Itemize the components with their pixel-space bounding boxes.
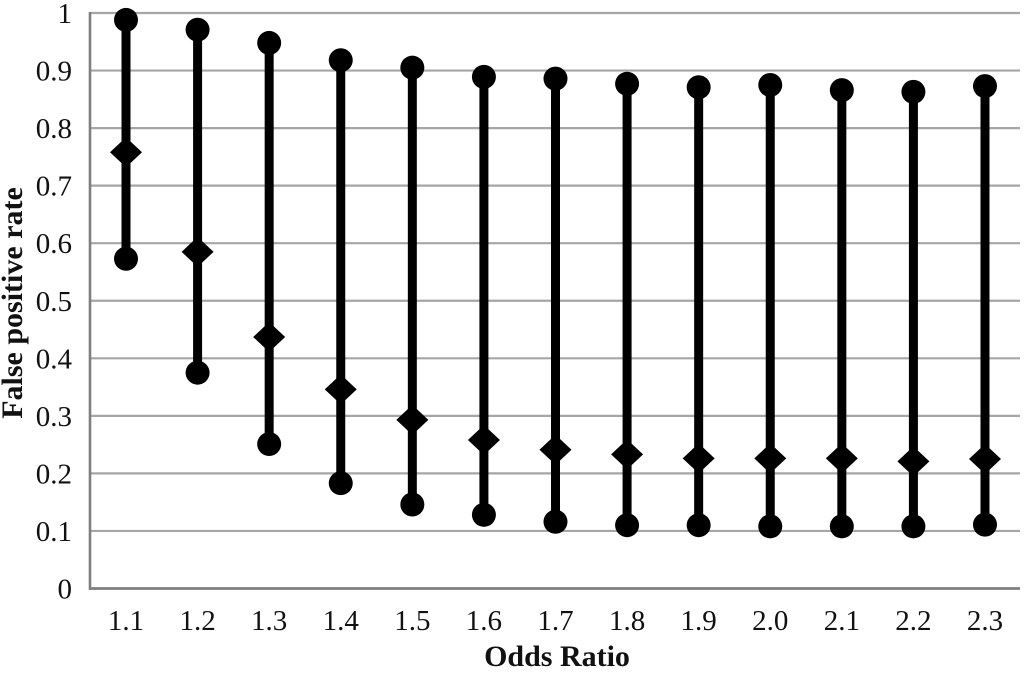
y-tick-label: 0.8 <box>36 113 72 145</box>
upper-bound-marker <box>114 7 138 32</box>
lower-bound-marker <box>257 432 282 457</box>
y-tick-label: 0.7 <box>36 171 72 203</box>
lower-bound-marker <box>328 471 353 496</box>
range-point-group <box>396 55 429 517</box>
x-tick-label: 2.0 <box>752 605 788 637</box>
upper-bound-marker <box>901 79 926 104</box>
y-tick-label: 0 <box>58 574 73 606</box>
x-tick-label: 2.1 <box>824 605 860 637</box>
upper-bound-marker <box>328 48 353 73</box>
range-point-group <box>110 7 142 271</box>
x-tick-label: 2.3 <box>967 605 1003 637</box>
lower-bound-marker <box>829 514 854 539</box>
x-tick-label: 2.2 <box>895 605 931 637</box>
x-tick-label: 1.8 <box>609 605 645 637</box>
data-series <box>110 7 1001 539</box>
lower-bound-marker <box>758 514 783 539</box>
upper-bound-marker <box>686 75 711 100</box>
upper-bound-marker <box>185 17 210 42</box>
lower-bound-marker <box>400 492 425 517</box>
median-diamond-marker <box>682 443 715 474</box>
x-axis-tick-labels: 1.1 1.2 1.3 1.4 1.5 1.6 1.7 1.8 1.9 2.0 2.1 2.2 2.3 <box>108 605 1003 637</box>
y-tick-label: 0.5 <box>36 286 72 318</box>
lower-bound-marker <box>471 502 496 527</box>
lower-bound-marker <box>185 360 210 385</box>
median-diamond-marker <box>539 434 572 465</box>
lower-bound-marker <box>615 513 640 538</box>
y-tick-label: 0.4 <box>36 343 73 375</box>
range-point-group <box>324 48 357 496</box>
lower-bound-marker <box>114 246 138 271</box>
y-tick-label: 0.3 <box>36 401 72 433</box>
lower-bound-marker <box>901 514 926 539</box>
y-tick-label: 0.9 <box>36 56 72 88</box>
range-point-group <box>539 66 572 534</box>
upper-bound-marker <box>615 71 640 96</box>
median-diamond-marker <box>396 404 429 435</box>
y-tick-label: 0.1 <box>36 516 72 548</box>
range-point-group <box>825 78 858 539</box>
range-point-group <box>968 74 1001 537</box>
range-point-group <box>181 17 214 385</box>
x-tick-label: 1.9 <box>681 605 717 637</box>
range-point-group <box>467 64 500 527</box>
median-diamond-marker <box>324 374 357 405</box>
median-diamond-marker <box>897 446 930 477</box>
median-diamond-marker <box>110 137 142 168</box>
range-point-group <box>897 79 930 539</box>
x-axis-title: Odds Ratio <box>484 640 630 673</box>
median-diamond-marker <box>467 425 500 456</box>
range-point-group <box>682 75 715 538</box>
upper-bound-marker <box>972 74 997 99</box>
upper-bound-marker <box>257 30 282 55</box>
median-diamond-marker <box>253 322 286 353</box>
x-tick-label: 1.2 <box>179 605 215 637</box>
range-point-group <box>611 71 644 538</box>
y-tick-label: 0.2 <box>36 458 72 490</box>
upper-bound-marker <box>471 64 496 89</box>
median-diamond-marker <box>754 443 787 474</box>
median-diamond-marker <box>611 439 644 470</box>
y-axis-tick-labels: 0 0.1 0.2 0.3 0.4 0.5 0.6 0.7 0.8 0.9 1 <box>36 0 73 606</box>
x-tick-label: 1.1 <box>108 605 144 637</box>
y-tick-label: 1 <box>58 0 73 30</box>
median-diamond-marker <box>825 443 858 474</box>
upper-bound-marker <box>400 55 425 80</box>
median-diamond-marker <box>181 236 214 267</box>
y-axis-title: False positive rate <box>0 187 29 419</box>
x-tick-label: 1.3 <box>251 605 287 637</box>
range-point-group <box>253 30 286 457</box>
lower-bound-marker <box>972 512 997 537</box>
lower-bound-marker <box>686 513 711 538</box>
upper-bound-marker <box>829 78 854 103</box>
median-diamond-marker <box>968 444 1001 475</box>
x-tick-label: 1.5 <box>394 605 430 637</box>
axes <box>88 12 1020 590</box>
upper-bound-marker <box>543 66 568 91</box>
upper-bound-marker <box>758 72 783 97</box>
lower-bound-marker <box>543 509 568 534</box>
y-tick-label: 0.6 <box>36 228 72 260</box>
x-tick-label: 1.4 <box>323 605 360 637</box>
range-point-group <box>754 72 787 539</box>
x-tick-label: 1.7 <box>537 605 573 637</box>
x-tick-label: 1.6 <box>466 605 502 637</box>
